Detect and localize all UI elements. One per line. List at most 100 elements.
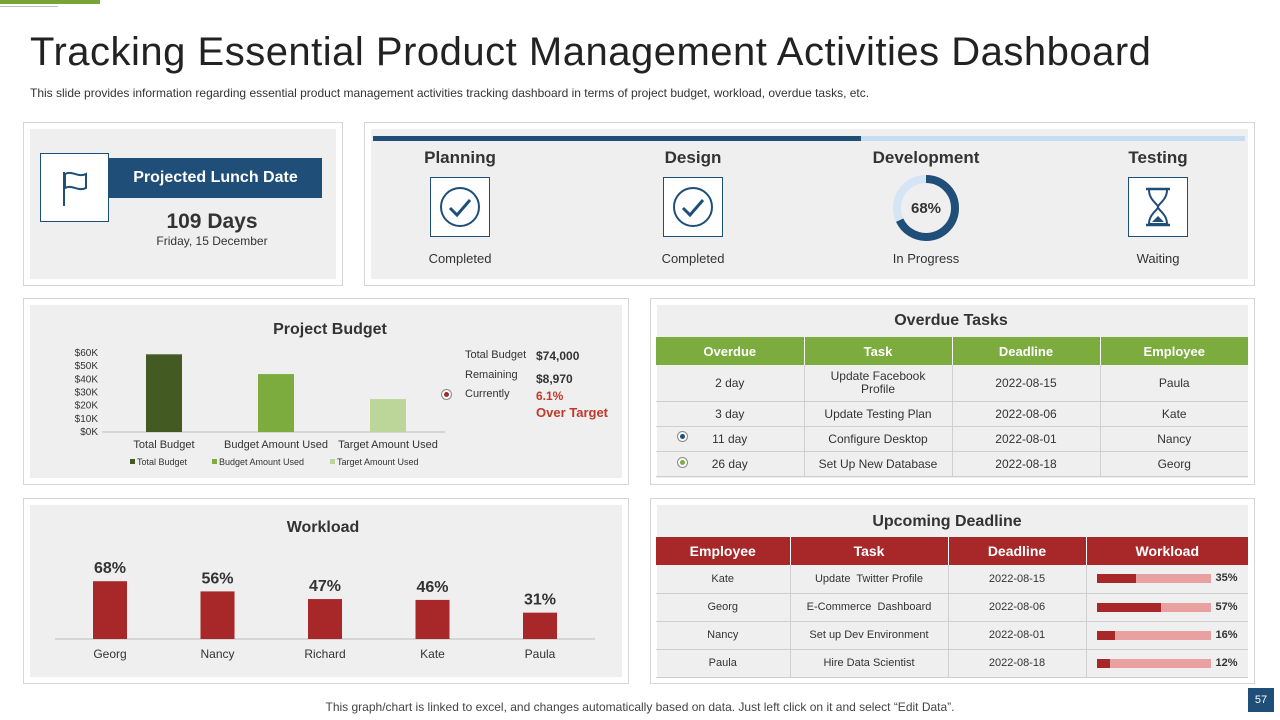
currently-value: 6.1% [536,389,564,403]
workload-bar [308,599,342,639]
task-cell: Hire Data Scientist [790,649,949,678]
overdue-col-header: Overdue [656,337,805,365]
budget-bar [370,399,406,432]
x-tick-label: Georg [93,647,126,661]
total-budget-value: $74,000 [536,349,580,363]
workload-bar-track [1096,658,1211,668]
task-cell: Update Testing Plan [804,401,953,427]
data-label: 47% [309,578,341,595]
legend-label: Budget Amount Used [219,457,304,467]
workload-bar-track [1096,630,1211,640]
deadline-col-header: Deadline [948,537,1087,565]
blue-radio-icon [677,431,688,442]
lunch-date: Friday, 15 December [156,234,268,248]
overdue-cell: 3 day [656,401,805,427]
stage-name: Development [872,148,980,167]
x-tick-label: Richard [304,647,345,661]
stage-status: Completed [428,251,492,266]
workload-bar-fill [1096,630,1115,640]
remaining-value: $8,970 [536,372,573,386]
page-number: 57 [1248,688,1274,712]
upcoming-title: Upcoming Deadline [872,513,1022,530]
table-row: Paula Hire Data Scientist 2022-08-18 12% [656,649,1248,678]
x-tick-label: Nancy [200,647,234,661]
x-tick-label: Paula [525,647,556,661]
hourglass-icon [1128,177,1188,237]
stage-development: Development 68% In Progress [836,148,1016,266]
stage-name: Design [664,148,722,167]
over-target-label: Over Target [536,405,609,420]
workload-bar-fill [1096,602,1162,612]
task-cell: Update Facebook Profile [804,365,953,402]
y-tick-label: $50K [75,361,99,372]
task-cell: Update Twitter Profile [790,565,949,594]
check-circle-icon [430,177,490,237]
budget-bar-chart: $60K $50K $40K $30K $20K $10K $0K Total Budget B… [75,348,445,467]
task-cell: Set Up New Database [804,451,953,477]
employee-cell: Nancy [656,621,791,650]
employee-cell: Kate [656,565,791,594]
top-accent-bar [0,0,100,4]
legend-swatch [212,459,217,464]
data-label: 68% [94,560,126,577]
stage-status: In Progress [892,251,960,266]
y-tick-label: $10K [75,414,99,425]
data-label: 56% [201,570,233,587]
task-cell: Configure Desktop [804,426,953,452]
table-row: 26 day Set Up New Database 2022-08-18 Ge… [656,451,1248,477]
x-tick-label: Kate [420,647,445,661]
employee-cell: Georg [1100,451,1248,477]
workload-bar [523,612,557,639]
overdue-table: Overdue Task Deadline Employee 2 day Upd… [656,337,1248,477]
employee-col-header: Employee [1100,337,1248,365]
overdue-cell: 2 day [656,365,805,402]
flag-icon [40,153,109,222]
stage-planning: Planning Completed [370,148,550,266]
deadline-cell: 2022-08-18 [952,451,1101,477]
stage-status: Completed [661,251,725,266]
employee-cell: Georg [656,593,791,622]
legend-label: Total Budget [137,457,188,467]
workload-bar-track [1096,602,1211,612]
workload-bar-chart: 68% Georg 56% Nancy 47% Richard 46% Kate 31% Paul… [55,560,595,661]
legend-swatch [130,459,135,464]
overdue-title: Overdue Tasks [894,312,1008,329]
total-budget-label: Total Budget [465,349,527,361]
page-title: Tracking Essential Product Management Ac… [30,30,1152,74]
development-progress-donut: 68% [891,173,961,243]
days-remaining: 109 Days [166,210,258,233]
table-row: 2 day Update Facebook Profile 2022-08-15… [656,365,1248,402]
deadline-cell: 2022-08-06 [948,593,1087,622]
currently-radio-icon [441,389,452,400]
workload-percent: 16% [1215,628,1238,641]
stage-status: Waiting [1136,251,1180,266]
stage-testing: Testing Waiting [1068,148,1248,266]
upcoming-table: Employee Task Deadline Workload Kate Upd… [656,537,1248,678]
workload-bar-track [1096,574,1211,583]
lunch-date-banner: Projected Lunch Date [109,158,322,198]
budget-title: Project Budget [273,321,387,338]
deadline-cell: 2022-08-01 [952,426,1101,452]
task-col-header: Task [804,337,953,365]
check-circle-icon [663,177,723,237]
workload-percent: 12% [1215,656,1238,669]
employee-cell: Paula [656,649,791,678]
data-label: 31% [524,592,556,609]
workload-percent: 57% [1215,600,1238,613]
table-row: Nancy Set up Dev Environment 2022-08-01 … [656,621,1248,650]
workload-cell: 12% [1086,649,1248,678]
table-row: 3 day Update Testing Plan 2022-08-06 Kat… [656,401,1248,427]
deadline-col-header: Deadline [952,337,1101,365]
employee-col-header: Employee [656,537,791,565]
y-tick-label: $30K [75,388,99,399]
remaining-label: Remaining [465,369,518,381]
stage-progress-fill [373,136,862,141]
workload-cell: 35% [1086,565,1248,594]
workload-cell: 16% [1086,621,1248,650]
page-subtitle: This slide provides information regardin… [30,86,870,100]
workload-bar [93,581,127,639]
deadline-cell: 2022-08-06 [952,401,1101,427]
x-tick-label: Target Amount Used [338,439,438,451]
legend-label: Target Amount Used [337,457,419,467]
table-row: Georg E-Commerce Dashboard 2022-08-06 57… [656,593,1248,622]
